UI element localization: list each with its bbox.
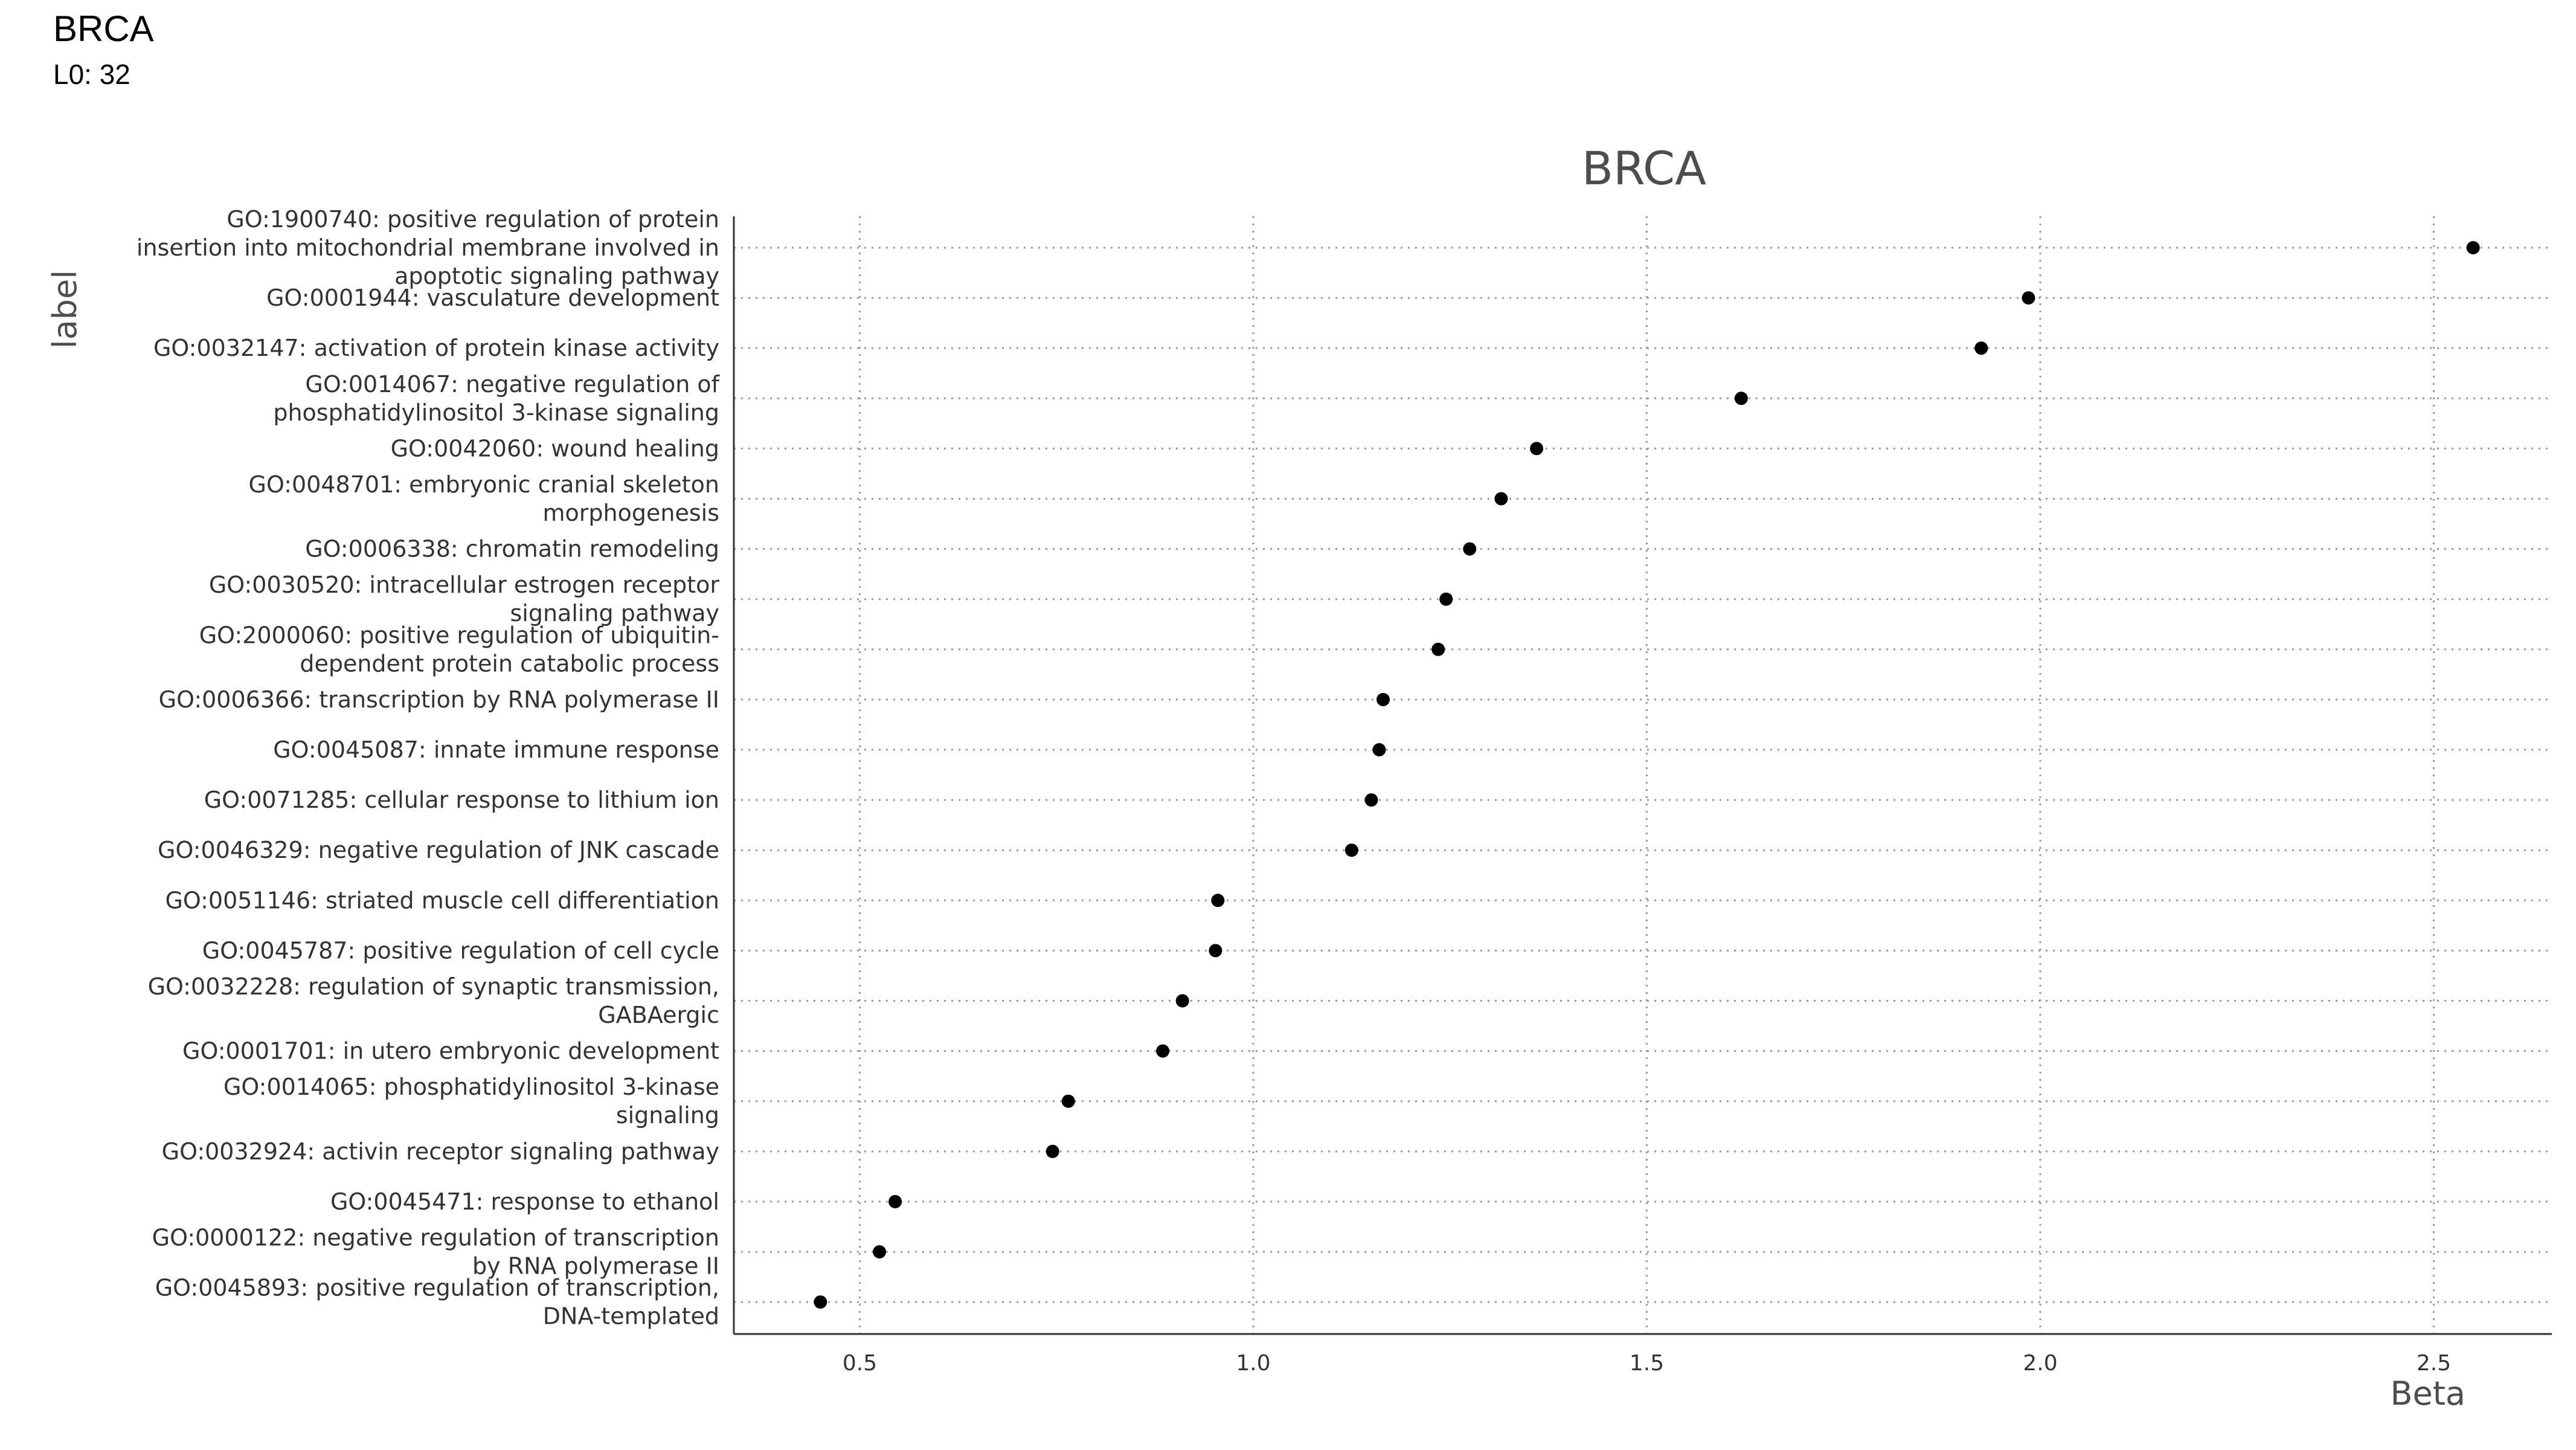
data-point [888, 1194, 902, 1208]
y-tick-label-line: GO:0045087: innate immune response [273, 736, 719, 763]
data-point [1364, 793, 1378, 807]
y-tick-label-line: GABAergic [598, 1002, 719, 1028]
page-title: BRCA [53, 8, 154, 49]
y-tick-label: GO:0001944: vasculature development [266, 285, 719, 311]
y-tick-label: GO:0032228: regulation of synaptic trans… [148, 973, 719, 1028]
grid-layer [734, 216, 2552, 1334]
data-point [1439, 592, 1453, 606]
x-tick-label: 1.5 [1630, 1351, 1664, 1376]
y-tick-label-line: GO:2000060: positive regulation of ubiqu… [199, 622, 719, 648]
x-tick-label: 1.0 [1236, 1351, 1270, 1376]
y-tick-label: GO:0045087: innate immune response [273, 736, 719, 763]
y-tick-label-line: GO:0014065: phosphatidylinositol 3-kinas… [223, 1074, 719, 1100]
data-point [1431, 642, 1445, 656]
y-tick-label-line: GO:0000122: negative regulation of trans… [152, 1225, 719, 1251]
data-point [2466, 241, 2480, 254]
y-tick-label-line: GO:0006338: chromatin remodeling [305, 536, 719, 562]
y-tick-label: GO:1900740: positive regulation of prote… [137, 206, 719, 289]
data-point [1463, 542, 1477, 556]
y-tick-label-line: GO:0042060: wound healing [391, 435, 719, 462]
y-tick-label: GO:0045787: positive regulation of cell … [202, 937, 719, 964]
data-point [2022, 291, 2035, 305]
y-tick-label: GO:0045893: positive regulation of trans… [155, 1275, 719, 1330]
data-point [814, 1295, 827, 1309]
page-header: BRCA L0: 32 [53, 5, 154, 95]
y-tick-label-line: GO:0001944: vasculature development [266, 285, 719, 311]
y-tick-label: GO:0014065: phosphatidylinositol 3-kinas… [223, 1074, 719, 1129]
y-tick-label: GO:2000060: positive regulation of ubiqu… [199, 622, 719, 677]
y-tick-label-line: GO:0045471: response to ethanol [330, 1188, 719, 1215]
y-tick-label-line: GO:0046329: negative regulation of JNK c… [158, 837, 719, 863]
y-tick-label-line: GO:0032228: regulation of synaptic trans… [148, 973, 719, 1000]
point-layer [814, 241, 2480, 1309]
y-tick-label: GO:0071285: cellular response to lithium… [204, 787, 719, 813]
y-tick-label-line: GO:0032147: activation of protein kinase… [153, 335, 719, 361]
y-tick-label: GO:0032147: activation of protein kinase… [153, 335, 719, 361]
y-tick-label-line: GO:0001701: in utero embryonic developme… [182, 1038, 719, 1065]
data-point [1156, 1044, 1170, 1058]
y-tick-label-line: GO:0030520: intracellular estrogen recep… [209, 572, 720, 598]
y-tick-label-line: GO:1900740: positive regulation of prote… [226, 206, 719, 233]
y-tick-label-line: apoptotic signaling pathway [394, 263, 719, 289]
data-point [873, 1245, 887, 1258]
y-tick-label-line: GO:0071285: cellular response to lithium… [204, 787, 719, 813]
data-point [1344, 843, 1358, 857]
x-tick-label: 0.5 [843, 1351, 877, 1376]
y-tick-label-line: dependent protein catabolic process [300, 650, 719, 677]
label-layer: 0.5 1.0 1.5 2.0 2.5 GO:1900740: positive regu… [137, 206, 2451, 1376]
y-tick-label: GO:0046329: negative regulation of JNK c… [158, 837, 719, 863]
y-tick-label-line: insertion into mitochondrial membrane in… [137, 234, 719, 261]
y-tick-label: GO:0030520: intracellular estrogen recep… [209, 572, 720, 627]
chart-title: BRCA [1582, 141, 1706, 195]
data-point [1494, 492, 1508, 506]
y-tick-label: GO:0045471: response to ethanol [330, 1188, 719, 1215]
y-tick-label-line: GO:0006366: transcription by RNA polymer… [159, 686, 719, 713]
y-axis-title: label [46, 270, 84, 349]
y-tick-label: GO:0051146: striated muscle cell differe… [165, 887, 719, 914]
y-tick-label: GO:0042060: wound healing [391, 435, 719, 462]
y-tick-label: GO:0048701: embryonic cranial skeleton mo… [249, 471, 719, 526]
x-axis-title: Beta [2390, 1374, 2465, 1413]
y-tick-label-line: GO:0032924: activin receptor signaling p… [162, 1138, 719, 1165]
page-subtitle: L0: 32 [53, 59, 130, 90]
y-tick-label-line: DNA-templated [543, 1303, 719, 1330]
data-point [1974, 341, 1988, 355]
data-point [1045, 1144, 1059, 1158]
y-tick-label: GO:0001701: in utero embryonic developme… [182, 1038, 719, 1065]
y-tick-label: GO:0032924: activin receptor signaling p… [162, 1138, 719, 1165]
data-point [1061, 1094, 1075, 1108]
data-point [1211, 894, 1225, 907]
y-tick-label-line: morphogenesis [543, 500, 719, 526]
y-tick-label-line: signaling [616, 1102, 719, 1129]
x-tick-label: 2.0 [2023, 1351, 2057, 1376]
y-tick-label-line: GO:0014067: negative regulation of [305, 371, 720, 398]
y-tick-label: GO:0006366: transcription by RNA polymer… [159, 686, 719, 713]
y-tick-label-line: GO:0045893: positive regulation of trans… [155, 1275, 719, 1301]
data-point [1175, 994, 1189, 1008]
y-tick-label-line: GO:0048701: embryonic cranial skeleton [249, 471, 719, 498]
data-point [1530, 442, 1544, 456]
y-tick-label-line: GO:0045787: positive regulation of cell … [202, 937, 719, 964]
axis-layer [733, 216, 2552, 1335]
y-tick-label-line: phosphatidylinositol 3-kinase signaling [273, 399, 719, 426]
y-tick-label: GO:0000122: negative regulation of trans… [152, 1225, 719, 1280]
data-point [1209, 944, 1222, 958]
data-point [1734, 392, 1748, 405]
y-tick-label-line: GO:0051146: striated muscle cell differe… [165, 887, 719, 914]
y-tick-label-line: by RNA polymerase II [472, 1253, 719, 1280]
data-point [1376, 692, 1390, 706]
data-point [1372, 743, 1386, 756]
y-tick-label-line: signaling pathway [510, 600, 720, 627]
x-tick-label: 2.5 [2417, 1351, 2451, 1376]
y-tick-label: GO:0014067: negative regulation of phosph… [273, 371, 720, 426]
y-tick-label: GO:0006338: chromatin remodeling [305, 536, 719, 562]
